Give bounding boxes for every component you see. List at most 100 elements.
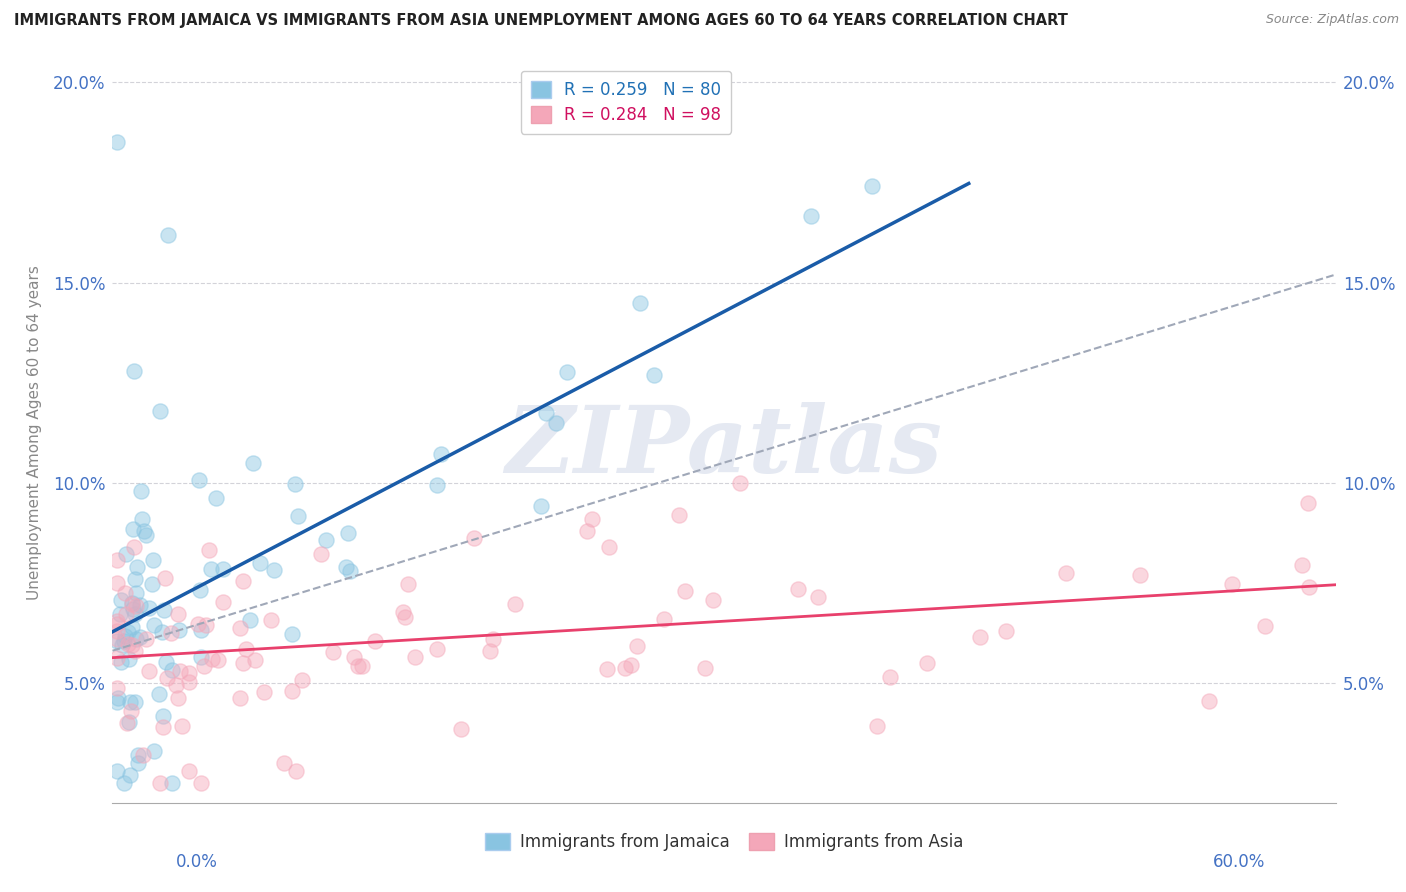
Point xyxy=(115,715,138,730)
Text: 60.0%: 60.0% xyxy=(1213,853,1265,871)
Point xyxy=(1298,580,1320,594)
Point xyxy=(1054,566,1077,581)
Point xyxy=(281,683,304,698)
Point xyxy=(118,695,141,709)
Point xyxy=(576,524,599,538)
Point xyxy=(243,653,266,667)
Point xyxy=(121,596,143,610)
Point xyxy=(530,499,553,513)
Point xyxy=(596,661,619,675)
Point xyxy=(152,721,174,735)
Point xyxy=(127,747,149,762)
Text: ZIPatlas: ZIPatlas xyxy=(506,402,942,492)
Point xyxy=(172,718,194,732)
Point xyxy=(121,522,143,536)
Point xyxy=(291,673,314,687)
Point xyxy=(343,650,366,665)
Point xyxy=(807,590,830,604)
Point xyxy=(284,764,307,778)
Point xyxy=(129,483,152,498)
Point xyxy=(860,179,883,194)
Point xyxy=(1298,496,1320,510)
Point xyxy=(702,593,724,607)
Point xyxy=(124,573,146,587)
Point xyxy=(394,610,416,624)
Point xyxy=(915,657,938,671)
Point xyxy=(125,586,148,600)
Point xyxy=(287,508,309,523)
Point xyxy=(232,574,254,588)
Point xyxy=(105,136,128,150)
Point xyxy=(155,655,177,669)
Point xyxy=(211,562,233,576)
Point xyxy=(156,672,179,686)
Point xyxy=(177,764,200,778)
Point xyxy=(581,511,603,525)
Point xyxy=(229,622,252,636)
Point xyxy=(626,640,648,654)
Point xyxy=(118,651,141,665)
Point xyxy=(167,607,190,621)
Point xyxy=(620,657,643,672)
Point xyxy=(311,547,333,561)
Point xyxy=(128,630,150,644)
Point xyxy=(628,295,651,310)
Point xyxy=(111,638,134,652)
Point xyxy=(138,664,160,678)
Point xyxy=(115,547,138,561)
Point xyxy=(238,613,260,627)
Point xyxy=(555,365,578,379)
Point xyxy=(105,681,128,696)
Point xyxy=(195,618,218,632)
Point xyxy=(482,632,505,646)
Point xyxy=(114,586,136,600)
Point xyxy=(127,756,149,770)
Point xyxy=(179,674,201,689)
Point xyxy=(346,659,368,673)
Point xyxy=(127,560,149,574)
Point xyxy=(614,660,637,674)
Point xyxy=(122,602,145,616)
Point xyxy=(668,508,690,522)
Point xyxy=(322,645,344,659)
Point xyxy=(121,620,143,634)
Point xyxy=(879,670,901,684)
Point xyxy=(149,403,172,417)
Legend: Immigrants from Jamaica, Immigrants from Asia: Immigrants from Jamaica, Immigrants from… xyxy=(478,826,970,857)
Point xyxy=(249,556,271,570)
Point xyxy=(108,607,131,622)
Point xyxy=(105,650,128,665)
Point xyxy=(866,719,889,733)
Point xyxy=(201,651,224,665)
Point xyxy=(124,695,146,709)
Point xyxy=(135,632,157,646)
Point xyxy=(398,577,420,591)
Point xyxy=(187,616,209,631)
Point xyxy=(132,524,155,538)
Point xyxy=(132,747,155,762)
Point xyxy=(339,565,361,579)
Point xyxy=(167,623,190,637)
Point xyxy=(335,559,357,574)
Point xyxy=(190,582,212,597)
Point xyxy=(153,603,176,617)
Point xyxy=(673,584,696,599)
Point xyxy=(131,512,153,526)
Point xyxy=(179,666,201,681)
Point xyxy=(598,540,620,554)
Point xyxy=(143,744,166,758)
Point xyxy=(125,599,148,613)
Point xyxy=(152,708,174,723)
Point xyxy=(122,363,145,377)
Point xyxy=(315,533,337,548)
Point xyxy=(128,599,150,613)
Point xyxy=(124,607,146,621)
Point xyxy=(229,690,252,705)
Point xyxy=(198,543,221,558)
Point xyxy=(105,695,128,709)
Point xyxy=(120,704,142,718)
Point xyxy=(193,658,215,673)
Point xyxy=(105,632,128,647)
Point xyxy=(643,368,665,382)
Point xyxy=(969,630,991,644)
